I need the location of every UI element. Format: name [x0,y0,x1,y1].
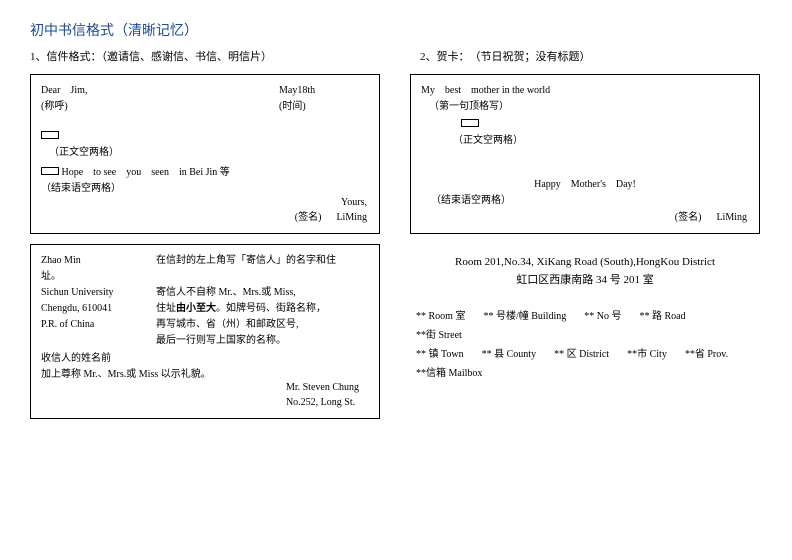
recv-line1: 收信人的姓名前 [41,351,211,367]
sender-zhi: 址。 [41,269,369,285]
letter-body-note: （正文空两格） [49,145,369,161]
gloss-item: **省 Prov. [685,345,728,364]
sender-country-desc: 再写城市、省（州）和邮政区号, [156,317,369,333]
indent-icon [461,119,479,127]
city-desc-a: 住址 [156,303,176,314]
city-desc-c: 。如牌号码、街路名称， [216,303,326,314]
letter-yours: Yours, [295,195,367,210]
glossary-row-3: **信箱 Mailbox [416,364,760,383]
card-closing-note: （结束语空两格） [431,193,749,209]
gloss-item: ** No 号 [584,307,621,326]
sender-name-desc: 在信封的左上角写「寄信人」的名字和住 [156,253,369,269]
letter-greeting-note: (称呼) [41,99,87,115]
glossary-row-2: ** 镇 Town ** 县 County ** 区 District **市 … [416,345,760,364]
indent-icon [41,131,59,139]
card-line1-note: （第一句顶格写） [429,99,749,115]
gloss-item: ** Room 室 [416,307,465,326]
letter-date: May18th [279,83,369,99]
header-letter: 1、信件格式：（邀请信、感谢信、书信、明信片） [30,48,380,64]
sender-name: Zhao Min [41,253,156,269]
sender-uni-desc: 寄信人不自称 Mr.、Mrs.或 Miss, [156,285,369,301]
gloss-item: ** 镇 Town [416,345,464,364]
city-desc-b: 由小至大 [176,303,216,314]
card-body-note: （正文空两格） [453,133,749,149]
indent-icon [41,167,59,175]
envelope-box: Zhao Min 在信封的左上角写「寄信人」的名字和住 址。 Sichun Un… [30,244,380,419]
gloss-item: ** 区 District [554,345,609,364]
sender-uni: Sichun University [41,285,156,301]
gloss-item: ** 县 County [482,345,536,364]
recv-name: Mr. Steven Chung [286,380,359,395]
gloss-item: ** 号楼/幢 Building [483,307,566,326]
glossary-row-1: ** Room 室 ** 号楼/幢 Building ** No 号 ** 路 … [416,307,760,345]
recv-line2: 加上尊称 Mr.、Mrs.或 Miss 以示礼貌。 [41,367,211,383]
gloss-item: **市 City [627,345,667,364]
card-sig-name: LiMing [716,212,747,223]
header-card: 2、贺卡： （节日祝贺；没有标题） [420,48,591,64]
right-column: My best mother in the world （第一句顶格写） （正文… [410,74,760,429]
recv-street: No.252, Long St. [286,395,359,410]
sender-country: P.R. of China [41,317,156,333]
page-title: 初中书信格式（清晰记忆） [30,20,762,40]
gloss-item: **街 Street [416,326,462,345]
sender-last-desc: 最后一行则写上国家的名称。 [156,333,369,349]
letter-greeting: Dear Jim, [41,83,87,99]
letter-closing-note: （结束语空两格） [41,181,230,197]
section-headers: 1、信件格式：（邀请信、感谢信、书信、明信片） 2、贺卡： （节日祝贺；没有标题… [30,48,762,64]
left-column: Dear Jim, (称呼) May18th (时间) （正文空两格） Hope… [30,74,380,429]
card-happy: Happy Mother's Day! [421,177,749,193]
card-sig-label: (签名) [675,212,702,223]
card-box: My best mother in the world （第一句顶格写） （正文… [410,74,760,234]
letter-box: Dear Jim, (称呼) May18th (时间) （正文空两格） Hope… [30,74,380,234]
address-cn: 虹口区西康南路 34 号 201 室 [410,272,760,290]
letter-closing: Hope to see you seen in Bei Jin 等 [62,167,230,178]
main-columns: Dear Jim, (称呼) May18th (时间) （正文空两格） Hope… [30,74,762,429]
gloss-item: ** 路 Road [639,307,685,326]
sender-city: Chengdu, 610041 [41,301,156,317]
glossary: ** Room 室 ** 号楼/幢 Building ** No 号 ** 路 … [410,307,760,383]
address-example: Room 201,No.34, XiKang Road (South),Hong… [410,254,760,289]
address-en: Room 201,No.34, XiKang Road (South),Hong… [410,254,760,272]
letter-sig-name: LiMing [336,212,367,223]
letter-date-note: (时间) [279,99,369,115]
letter-sig-label: (签名) [295,212,322,223]
card-line1: My best mother in the world [421,83,749,99]
